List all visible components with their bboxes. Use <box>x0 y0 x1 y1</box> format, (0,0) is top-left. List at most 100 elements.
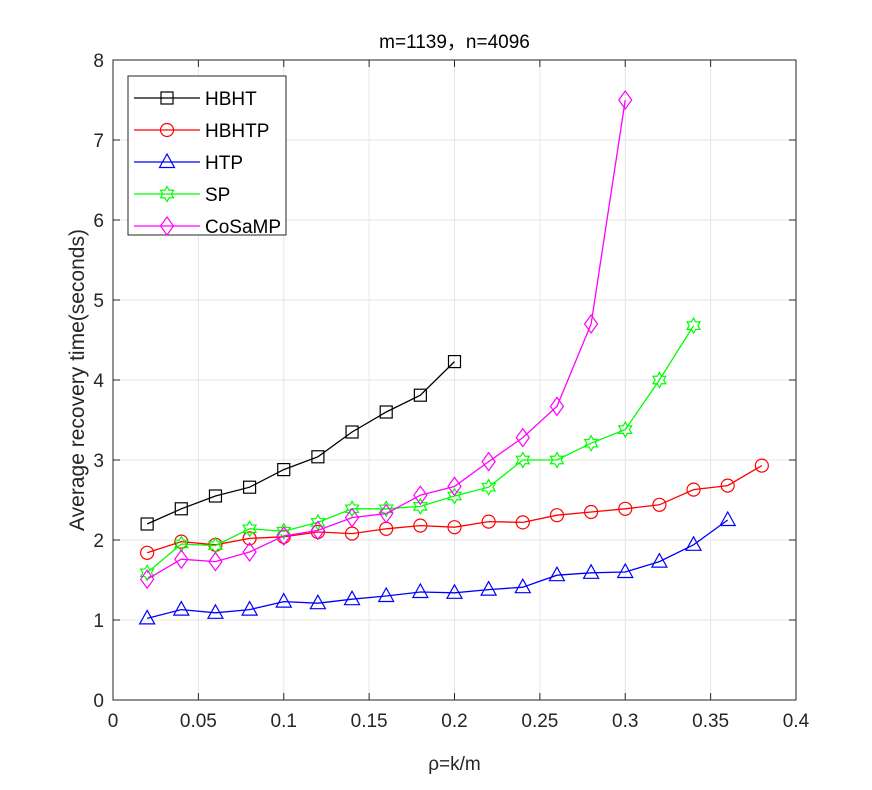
x-tick-label: 0.15 <box>351 711 388 732</box>
data-point <box>242 520 258 538</box>
data-point <box>276 525 291 547</box>
data-point <box>754 458 769 473</box>
data-point <box>242 541 257 563</box>
data-point <box>243 480 257 494</box>
x-tick-label: 0 <box>108 711 119 732</box>
data-point <box>446 487 463 505</box>
legend-label: CoSaMP <box>205 217 281 238</box>
series-line <box>146 465 763 554</box>
series-line <box>146 99 626 580</box>
data-point <box>309 593 327 610</box>
data-point <box>617 420 633 439</box>
series-line <box>146 361 455 525</box>
data-point <box>413 518 428 533</box>
data-point <box>719 510 737 527</box>
data-point <box>242 531 257 546</box>
data-point <box>685 535 703 551</box>
legend-item: HBHTP <box>134 121 269 142</box>
data-point <box>686 482 701 497</box>
data-point <box>413 388 427 402</box>
data-point <box>140 517 154 531</box>
data-point <box>515 427 531 448</box>
data-point <box>549 508 565 523</box>
data-point <box>650 552 668 568</box>
series-layer <box>138 89 769 625</box>
data-point <box>618 89 633 111</box>
data-point <box>310 520 326 541</box>
data-point <box>174 534 189 549</box>
legend-item: SP <box>134 185 230 206</box>
data-point <box>651 371 667 389</box>
legend-marker <box>159 122 175 138</box>
data-point <box>480 580 498 596</box>
data-point <box>378 503 394 524</box>
data-point <box>583 313 599 335</box>
legend-marker <box>159 185 175 203</box>
data-point <box>275 592 293 608</box>
data-point <box>139 569 155 590</box>
legend-marker <box>160 91 174 105</box>
legend-item: HBHT <box>134 89 257 110</box>
data-point <box>174 502 188 516</box>
data-point <box>685 316 702 335</box>
data-point <box>445 583 464 599</box>
data-point <box>208 551 223 572</box>
data-point <box>379 405 393 419</box>
data-point <box>549 451 565 469</box>
y-tick-label: 4 <box>93 371 104 392</box>
x-tick-label: 0.35 <box>692 711 729 732</box>
series-line <box>146 519 729 620</box>
data-point <box>139 564 155 582</box>
y-tick-label: 0 <box>93 691 104 712</box>
data-point <box>720 478 735 493</box>
x-tick-label: 0.1 <box>271 711 297 732</box>
data-point <box>411 582 429 599</box>
series-htp <box>138 510 737 625</box>
data-point <box>447 355 462 369</box>
legend-label: HBHTP <box>205 121 269 142</box>
y-tick-label: 1 <box>93 611 104 632</box>
data-point <box>447 520 462 535</box>
x-tick-label: 0.25 <box>521 711 558 732</box>
y-axis-label: Average recovery time(seconds) <box>66 229 89 531</box>
data-point <box>172 600 190 616</box>
data-point <box>515 451 531 469</box>
legend-item: CoSaMP <box>134 215 281 238</box>
chart-title: m=1139，n=4096 <box>379 32 530 53</box>
series-line <box>146 325 695 574</box>
data-point <box>583 504 599 520</box>
data-point <box>344 500 360 518</box>
axis-ticks: 0 0.05 0.1 0.15 0.2 0.25 0.3 0.35 0.4 0 1 2 3 4 5 6 7 8 <box>93 51 809 732</box>
x-axis-label: ρ=k/m <box>428 754 481 775</box>
series-cosamp <box>139 89 633 590</box>
legend-label: HBHT <box>205 89 257 110</box>
data-point <box>481 514 496 529</box>
data-point <box>277 463 291 477</box>
x-tick-label: 0.4 <box>783 711 810 732</box>
data-point <box>276 522 292 540</box>
y-tick-label: 3 <box>93 451 104 472</box>
legend: HBHT HBHTP HTP SP CoSaMP <box>127 75 287 238</box>
data-point <box>344 507 360 528</box>
data-point <box>140 545 155 560</box>
data-point <box>311 450 325 464</box>
data-point <box>616 562 634 579</box>
x-tick-label: 0.05 <box>180 711 217 732</box>
legend-marker <box>158 152 176 169</box>
data-point <box>208 489 223 503</box>
data-point <box>413 485 428 506</box>
y-tick-label: 2 <box>93 531 104 552</box>
data-point <box>241 600 259 616</box>
data-point <box>173 535 189 553</box>
legend-label: HTP <box>205 153 243 174</box>
y-tick-label: 7 <box>93 131 104 152</box>
data-point <box>138 609 156 625</box>
y-tick-label: 6 <box>93 211 104 232</box>
data-point <box>549 396 565 417</box>
legend-box <box>127 75 287 236</box>
legend-marker <box>159 215 175 237</box>
data-point <box>206 603 224 619</box>
data-point <box>515 515 530 530</box>
